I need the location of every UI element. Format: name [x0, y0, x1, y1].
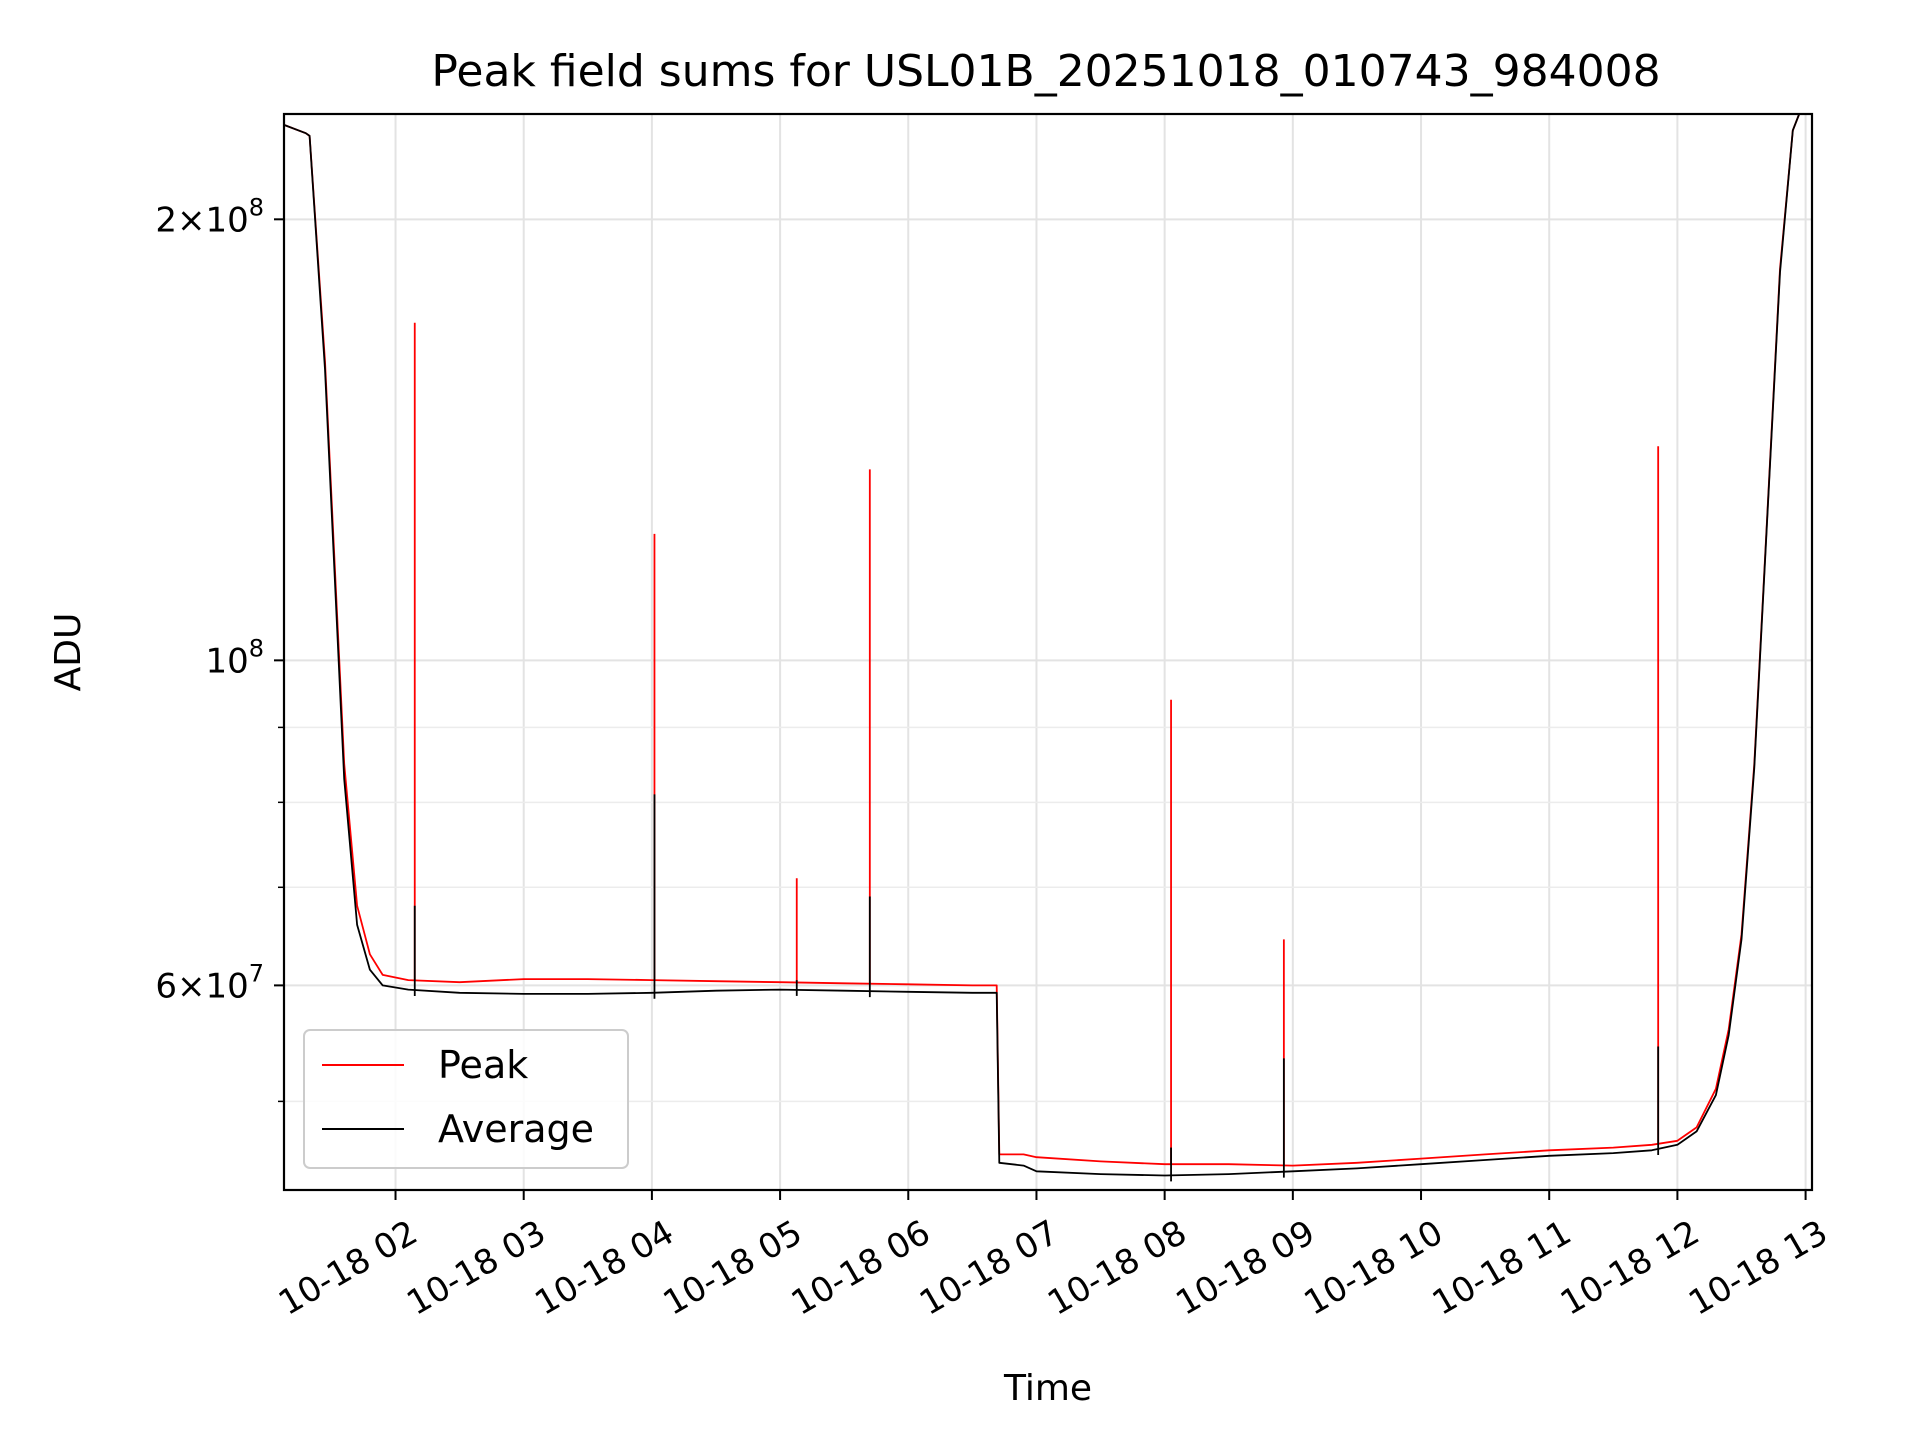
chart-title: Peak field sums for USL01B_20251018_0107…	[431, 46, 1660, 97]
legend-peak-label: Peak	[438, 1043, 528, 1087]
x-axis-label: Time	[1003, 1368, 1092, 1409]
series-line-peak	[284, 114, 1801, 1167]
y-tick-label: 108	[205, 634, 264, 681]
series-line-average	[284, 114, 1801, 1177]
legend: Peak Average	[303, 1029, 629, 1169]
y-tick-label: 6×107	[155, 959, 264, 1006]
legend-average-label: Average	[438, 1107, 594, 1151]
plot-lines	[284, 114, 1801, 1182]
plot-frame	[282, 112, 1814, 1192]
y-axis-label: ADU	[48, 613, 89, 692]
y-tick-label: 2×108	[155, 193, 264, 240]
grid	[284, 114, 1812, 1190]
y-axis: 6×107 108 2×108	[155, 193, 284, 1103]
